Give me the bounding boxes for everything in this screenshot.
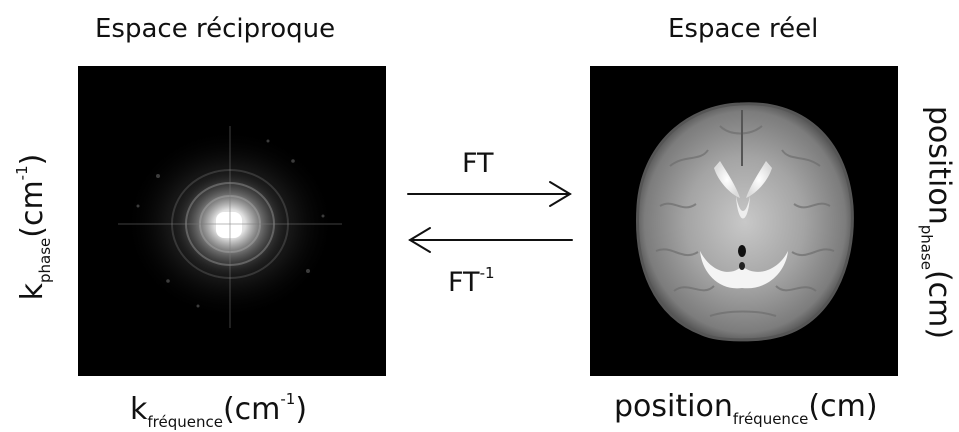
kspace-ylabel-unit: (cm <box>15 180 50 238</box>
brain-mri <box>636 102 854 342</box>
image-space-xlabel-unit: (cm) <box>808 389 878 424</box>
kspace-ylabel-sup: -1 <box>13 165 31 181</box>
inverse-transform-label: FT-1 <box>448 264 495 298</box>
forward-transform-label: FT <box>462 148 494 179</box>
kspace-xlabel-close: ) <box>295 392 308 427</box>
transform-arrows <box>407 181 573 253</box>
image-space-ylabel-sub: phase <box>917 224 936 270</box>
kspace-xlabel: kfréquence(cm-1) <box>130 392 307 430</box>
image-space-xlabel: positionfréquence(cm) <box>614 392 878 427</box>
inverse-transform-sup: -1 <box>479 264 495 282</box>
kspace-ylabel-main: k <box>15 283 50 301</box>
kspace-xlabel-unit: (cm <box>222 392 281 427</box>
image-space-ylabel-unit: (cm) <box>921 269 957 340</box>
inverse-transform-main: FT <box>448 267 480 298</box>
kspace-xlabel-sup: -1 <box>280 390 296 408</box>
image-space-ylabel-main: position <box>921 105 957 225</box>
kspace-title: Espace réciproque <box>95 14 336 44</box>
kspace-xlabel-main: k <box>130 392 148 427</box>
backward-arrow-head <box>408 227 431 253</box>
image-space-xlabel-sub: fréquence <box>732 410 809 428</box>
brain-image <box>590 66 898 376</box>
kspace-ylabel-sub: phase <box>36 237 54 283</box>
kspace-ylabel: kphase(cm-1) <box>13 127 54 327</box>
kspace-pattern <box>118 126 342 328</box>
kspace-ylabel-close: ) <box>15 153 50 166</box>
image-space-ylabel: positionphase(cm) <box>917 73 957 373</box>
image-space-title: Espace réel <box>668 14 819 44</box>
kspace-xlabel-sub: fréquence <box>147 413 223 431</box>
image-space-xlabel-main: position <box>614 389 733 424</box>
kspace-image <box>78 66 386 376</box>
forward-arrow-head <box>549 181 572 207</box>
